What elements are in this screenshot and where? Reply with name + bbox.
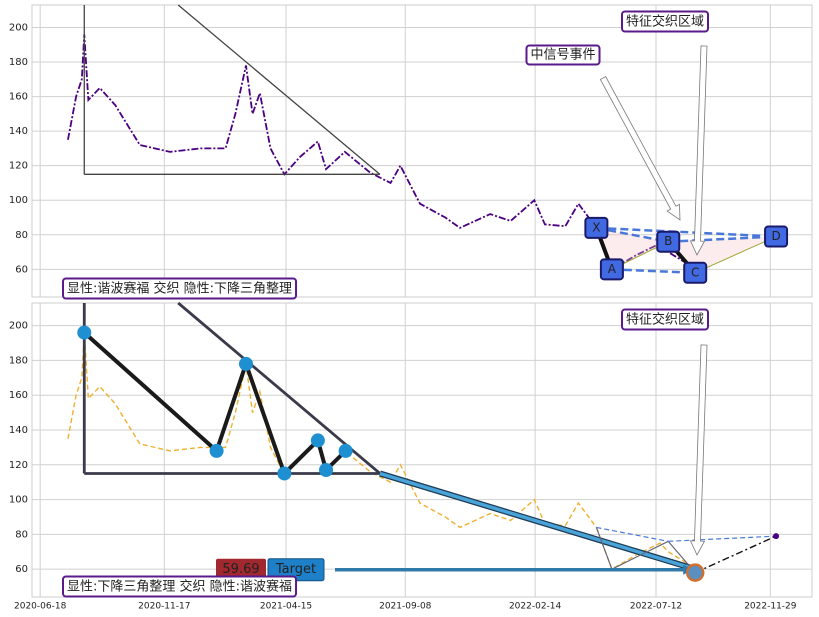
pattern-point — [584, 216, 609, 239]
plot-area — [31, 4, 813, 298]
annotation: 特征交织区域 — [626, 14, 704, 30]
y-tick-label: 100 — [9, 495, 28, 506]
y-tick-label: 100 — [9, 195, 28, 206]
plot-area — [31, 302, 813, 598]
annotation-arrow — [689, 344, 708, 556]
x-tick-label: 2022-02-14 — [509, 602, 562, 612]
pattern-point — [656, 230, 681, 253]
pattern-end-dot — [773, 533, 780, 540]
projection-line — [379, 471, 696, 571]
trendline — [177, 4, 381, 175]
pattern-ratio-line — [668, 535, 777, 542]
panel-label-box — [62, 575, 298, 598]
pivot-point — [209, 443, 224, 458]
y-tick-label: 160 — [9, 92, 28, 103]
target-point — [685, 563, 705, 582]
annotation-arrow — [689, 45, 708, 256]
pattern-label: C — [691, 265, 699, 279]
pattern-point — [764, 225, 789, 248]
pattern-ratio-line — [596, 226, 777, 238]
y-tick-label: 200 — [9, 321, 28, 332]
pattern-leg — [611, 540, 669, 570]
pattern-ratio-line — [611, 268, 696, 275]
annotation: 特征交织区域 — [626, 312, 704, 328]
x-tick-label: 2020-11-17 — [138, 602, 190, 612]
y-tick-label: 140 — [9, 425, 28, 436]
y-tick-label: 120 — [9, 460, 28, 471]
y-tick-label: 60 — [15, 264, 28, 275]
target-label: Target — [275, 562, 316, 577]
annotation-box — [620, 308, 710, 331]
x-tick-label: 2022-07-12 — [630, 602, 682, 612]
pattern-ratio-line — [596, 526, 669, 542]
pivot-point — [319, 463, 334, 478]
annotation: 中信号事件 — [530, 48, 595, 63]
y-tick-label: 140 — [9, 126, 28, 137]
pivot-point — [277, 466, 292, 481]
y-tick-label: 80 — [15, 230, 28, 241]
pattern-label: B — [664, 234, 672, 248]
y-tick-label: 60 — [15, 564, 28, 575]
annotation-box — [525, 44, 601, 66]
y-tick-label: 180 — [9, 355, 28, 366]
y-tick-label: 80 — [15, 529, 28, 540]
target-value: 59.69 — [222, 562, 259, 577]
annotation-box — [620, 10, 710, 33]
x-tick-label: 2020-06-18 — [14, 602, 67, 612]
pattern-label: X — [592, 220, 600, 234]
target-value-box — [216, 558, 266, 581]
pivot-point — [77, 325, 92, 340]
y-tick-label: 200 — [9, 22, 28, 33]
pattern-label: D — [771, 229, 780, 243]
price-line — [67, 34, 696, 271]
x-tick-label: 2021-09-08 — [379, 602, 432, 612]
x-tick-label: 2022-11-29 — [744, 602, 797, 612]
pattern-ratio-line — [668, 235, 777, 243]
pattern-leg — [694, 236, 777, 274]
pivot-point — [238, 356, 253, 371]
pivot-point — [310, 433, 325, 448]
y-tick-label: 180 — [9, 57, 28, 68]
pattern-label: A — [608, 262, 617, 276]
panel-label-box — [62, 277, 298, 300]
pivot-point — [338, 443, 353, 458]
y-tick-label: 160 — [9, 390, 28, 401]
panel-label: 显性:谐波赛福 交织 隐性:下降三角整理 — [67, 281, 292, 297]
pattern-point — [599, 258, 624, 281]
y-tick-label: 120 — [9, 161, 28, 172]
panel-label: 显性:下降三角整理 交织 隐性:谐波赛福 — [67, 579, 292, 595]
x-tick-label: 2021-04-15 — [260, 602, 312, 612]
annotation-arrow — [599, 76, 681, 221]
pattern-leg — [595, 527, 613, 570]
pattern-point — [683, 261, 708, 284]
